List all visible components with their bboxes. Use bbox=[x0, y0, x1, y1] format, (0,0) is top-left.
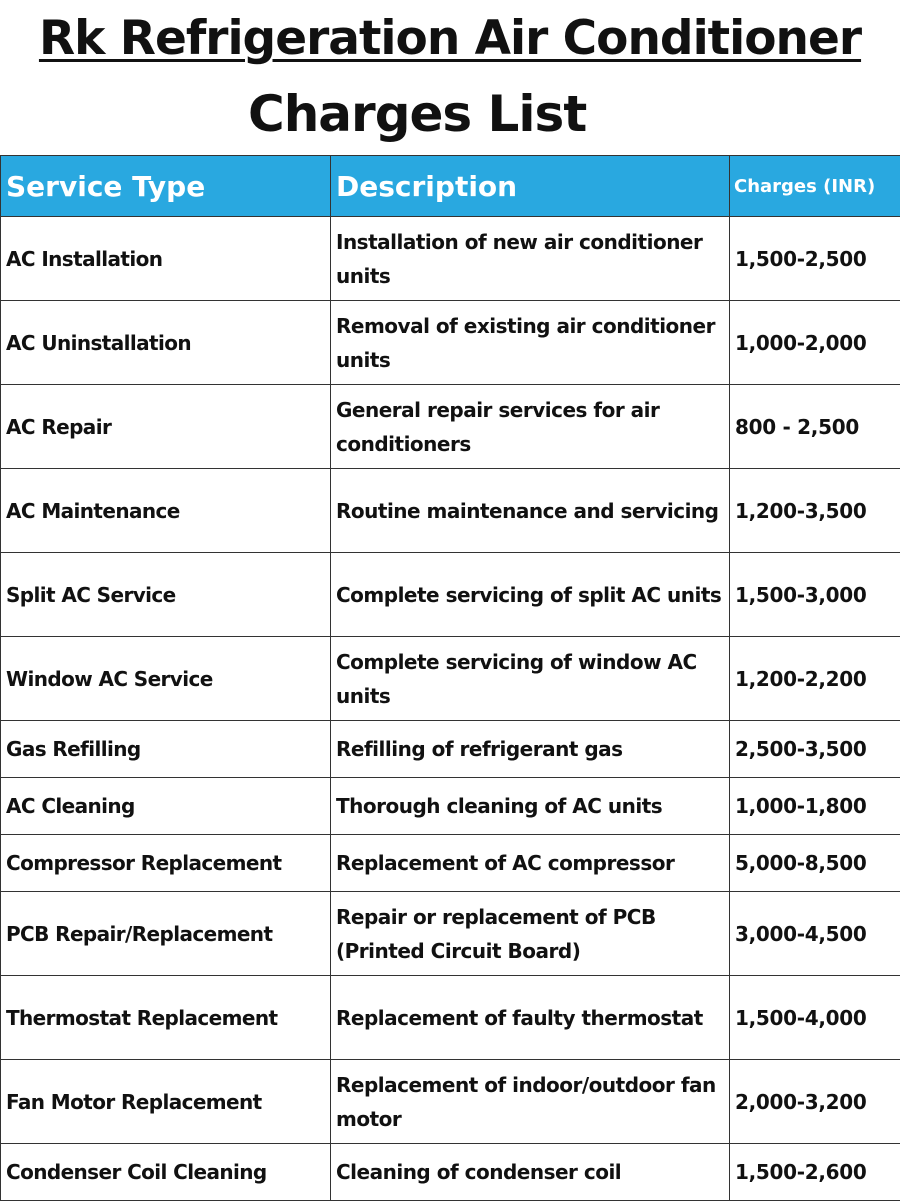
charges-cell: 1,000-1,800 bbox=[730, 778, 900, 835]
charges-cell: 1,200-2,200 bbox=[730, 637, 900, 721]
service-type-cell: Compressor Replacement bbox=[1, 835, 331, 892]
header-charges: Charges (INR) bbox=[730, 156, 900, 217]
table-row: Compressor Replacement Replacement of AC… bbox=[1, 835, 900, 892]
description-cell: Complete servicing of window AC units bbox=[331, 637, 730, 721]
description-cell: Replacement of faulty thermostat bbox=[331, 976, 730, 1060]
charges-cell: 2,000-3,200 bbox=[730, 1060, 900, 1144]
charges-cell: 1,500-3,000 bbox=[730, 553, 900, 637]
charges-cell: 2,500-3,500 bbox=[730, 721, 900, 778]
service-type-cell: Window AC Service bbox=[1, 637, 331, 721]
table-header: Service Type Description Charges (INR) bbox=[1, 156, 900, 217]
charges-cell: 1,500-2,500 bbox=[730, 217, 900, 301]
service-type-cell: Condenser Coil Cleaning bbox=[1, 1144, 331, 1201]
table-row: AC Installation Installation of new air … bbox=[1, 217, 900, 301]
table-row: AC Cleaning Thorough cleaning of AC unit… bbox=[1, 778, 900, 835]
service-type-cell: AC Uninstallation bbox=[1, 301, 331, 385]
service-type-cell: Fan Motor Replacement bbox=[1, 1060, 331, 1144]
charges-cell: 1,200-3,500 bbox=[730, 469, 900, 553]
description-cell: Complete servicing of split AC units bbox=[331, 553, 730, 637]
description-cell: Replacement of AC compressor bbox=[331, 835, 730, 892]
page-title: Rk Refrigeration Air Conditioner bbox=[0, 8, 900, 70]
table-row: Window AC Service Complete servicing of … bbox=[1, 637, 900, 721]
description-cell: General repair services for air conditio… bbox=[331, 385, 730, 469]
description-cell: Refilling of refrigerant gas bbox=[331, 721, 730, 778]
header-row: Service Type Description Charges (INR) bbox=[1, 156, 900, 217]
service-type-cell: AC Repair bbox=[1, 385, 331, 469]
service-type-cell: PCB Repair/Replacement bbox=[1, 892, 331, 976]
table-row: Split AC Service Complete servicing of s… bbox=[1, 553, 900, 637]
description-cell: Installation of new air conditioner unit… bbox=[331, 217, 730, 301]
table-body: AC Installation Installation of new air … bbox=[1, 217, 900, 1201]
header-description: Description bbox=[331, 156, 730, 217]
description-cell: Routine maintenance and servicing bbox=[331, 469, 730, 553]
description-cell: Removal of existing air conditioner unit… bbox=[331, 301, 730, 385]
table-row: PCB Repair/Replacement Repair or replace… bbox=[1, 892, 900, 976]
table-row: Thermostat Replacement Replacement of fa… bbox=[1, 976, 900, 1060]
service-type-cell: AC Maintenance bbox=[1, 469, 331, 553]
title-block: Rk Refrigeration Air Conditioner Charges… bbox=[0, 0, 900, 155]
table-row: AC Uninstallation Removal of existing ai… bbox=[1, 301, 900, 385]
description-cell: Replacement of indoor/outdoor fan motor bbox=[331, 1060, 730, 1144]
table-row: Fan Motor Replacement Replacement of ind… bbox=[1, 1060, 900, 1144]
description-cell: Repair or replacement of PCB (Printed Ci… bbox=[331, 892, 730, 976]
page-subtitle: Charges List bbox=[248, 82, 586, 146]
service-type-cell: Gas Refilling bbox=[1, 721, 331, 778]
charges-cell: 3,000-4,500 bbox=[730, 892, 900, 976]
service-type-cell: Thermostat Replacement bbox=[1, 976, 331, 1060]
table-row: AC Repair General repair services for ai… bbox=[1, 385, 900, 469]
charges-table: Service Type Description Charges (INR) A… bbox=[0, 155, 900, 1201]
charges-cell: 5,000-8,500 bbox=[730, 835, 900, 892]
service-type-cell: AC Installation bbox=[1, 217, 331, 301]
description-cell: Thorough cleaning of AC units bbox=[331, 778, 730, 835]
table-row: AC Maintenance Routine maintenance and s… bbox=[1, 469, 900, 553]
table-row: Condenser Coil Cleaning Cleaning of cond… bbox=[1, 1144, 900, 1201]
service-type-cell: AC Cleaning bbox=[1, 778, 331, 835]
header-service-type: Service Type bbox=[1, 156, 331, 217]
charges-cell: 1,500-2,600 bbox=[730, 1144, 900, 1201]
service-type-cell: Split AC Service bbox=[1, 553, 331, 637]
charges-cell: 800 - 2,500 bbox=[730, 385, 900, 469]
charges-cell: 1,500-4,000 bbox=[730, 976, 900, 1060]
description-cell: Cleaning of condenser coil bbox=[331, 1144, 730, 1201]
table-row: Gas Refilling Refilling of refrigerant g… bbox=[1, 721, 900, 778]
charges-cell: 1,000-2,000 bbox=[730, 301, 900, 385]
